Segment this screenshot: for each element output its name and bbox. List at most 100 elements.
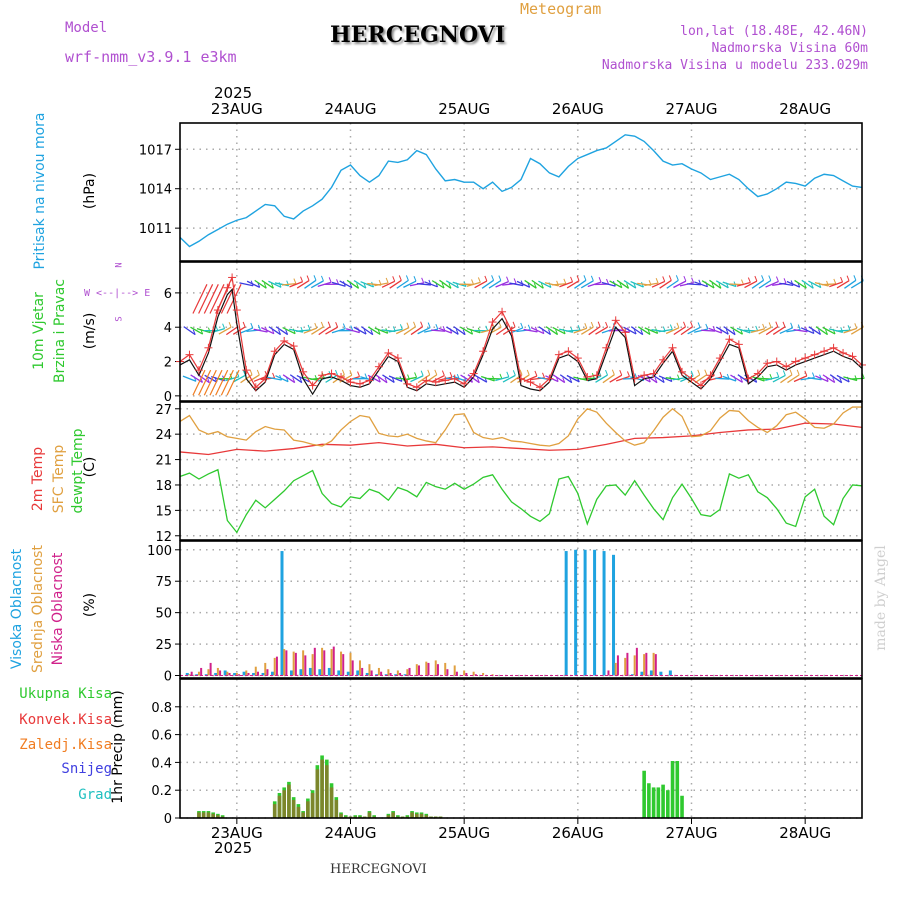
precip-conv-bar: [277, 795, 282, 818]
wind-barb: [836, 374, 850, 383]
wind-barb-feather: [548, 329, 551, 335]
wind-barb: [779, 282, 794, 287]
wind-barb-feather: [491, 275, 495, 281]
wind-barb-feather: [498, 275, 502, 281]
wind-barb-feather: [839, 377, 843, 383]
wind-barb-feather: [406, 322, 410, 328]
cloud-low-bar: [313, 647, 316, 676]
y-tick-label: 0: [164, 390, 172, 405]
wind-barb-feather: [519, 369, 523, 375]
precip-conv-bar: [334, 799, 339, 818]
panel-frame: [179, 122, 863, 262]
wind-barb: [416, 283, 431, 286]
cloud-high-bar: [185, 672, 189, 676]
cloud-mid-bar: [633, 655, 636, 676]
wind-barb-feather: [364, 373, 368, 379]
wind-barb: [431, 374, 445, 383]
wind-barb: [680, 326, 693, 336]
wind-barb: [345, 328, 360, 334]
wind-barb-feather: [611, 369, 615, 375]
day-label-bottom: 28AUG: [779, 824, 831, 842]
wind-barb: [786, 280, 800, 288]
wind-barb: [303, 376, 318, 381]
wind-barb-feather: [420, 321, 424, 327]
y-tick-label: 21: [155, 454, 172, 469]
wind-barb: [261, 279, 274, 289]
wind-barb-feather: [570, 327, 574, 333]
wind-barb-feather: [633, 282, 637, 289]
wind-barb: [388, 328, 403, 333]
cloud-high-bar: [356, 670, 360, 676]
day-label-bottom: 25AUG: [438, 824, 490, 842]
gust-barb: [226, 369, 240, 396]
wind-barb-feather: [606, 278, 609, 285]
wind-barb: [396, 279, 409, 289]
wind-barb: [736, 327, 751, 334]
wind-barb: [545, 326, 558, 336]
wind-barb: [282, 374, 296, 384]
wind-barb: [431, 280, 445, 289]
wind-barb: [197, 374, 210, 384]
wind-barb-feather: [420, 370, 424, 376]
wind-barb: [701, 280, 715, 289]
precip-conv-bar: [306, 801, 310, 818]
wind-barb: [474, 280, 488, 289]
wind-barb-feather: [377, 376, 381, 383]
wind-barb: [325, 374, 338, 383]
wind-barb: [836, 329, 851, 332]
wind-barb-feather: [377, 329, 381, 335]
wind-barb: [580, 326, 594, 335]
legend-frozen-rain: Zaledj.Kisa: [19, 737, 112, 753]
wind-barb-feather: [448, 283, 452, 289]
y-tick-label: 2: [164, 356, 172, 371]
wind-barb-feather: [840, 327, 844, 333]
cloud-mid-bar: [377, 667, 380, 676]
wind-barb-feather: [690, 370, 694, 377]
wind-barb: [410, 326, 423, 336]
cloud-mid-bar: [254, 666, 257, 676]
cloud-mid-bar: [491, 674, 494, 676]
wind-barb-feather: [542, 372, 545, 378]
wind-barb: [360, 281, 374, 288]
wind-barb: [502, 374, 516, 383]
wind-barb: [673, 280, 687, 289]
day-label-top: 26AUG: [552, 100, 604, 118]
cloud-low-bar: [351, 660, 354, 676]
wind-barb-feather: [320, 275, 324, 282]
precip-conv-bar: [197, 812, 201, 818]
gust-barb: [226, 284, 242, 314]
wind-barb: [815, 375, 829, 383]
precip-conv-bar: [216, 815, 220, 818]
wind-barb-feather: [427, 322, 431, 328]
cloud-high-bar: [659, 671, 663, 676]
wind-barb-feather: [512, 321, 516, 328]
wind-barb-feather: [584, 323, 588, 329]
cloud-high-bar: [630, 674, 634, 676]
wind-barb: [182, 375, 197, 382]
wind-barb-feather: [314, 322, 318, 329]
cloud-low-bar: [654, 654, 657, 676]
y-tick-label: 24: [155, 428, 172, 443]
precip-conv-bar: [301, 812, 305, 818]
wind-barb: [538, 326, 551, 336]
wind-barb: [772, 326, 786, 336]
wind-barb-feather: [242, 321, 246, 328]
cloud-low-bar: [418, 665, 421, 676]
y-tick-label: 0: [164, 812, 172, 827]
wind-barb: [787, 374, 800, 384]
cloud-mid-bar: [235, 672, 238, 676]
wind-barb: [821, 283, 836, 286]
legend-snow: Snijeg: [61, 761, 112, 777]
wind-barb-feather: [797, 324, 801, 330]
wind-barb: [829, 374, 843, 384]
wind-barb: [389, 279, 402, 289]
wind-barb: [765, 326, 779, 336]
y-tick-label: 6: [164, 287, 172, 302]
wind-barb-feather: [697, 322, 701, 328]
cloud-mid-bar: [453, 665, 456, 676]
cloud-high-bar: [223, 670, 227, 676]
cloud-high-bar: [299, 669, 303, 676]
wind-barb: [282, 326, 296, 335]
wind-barb: [566, 329, 581, 332]
cloud-mid-bar: [463, 670, 466, 676]
